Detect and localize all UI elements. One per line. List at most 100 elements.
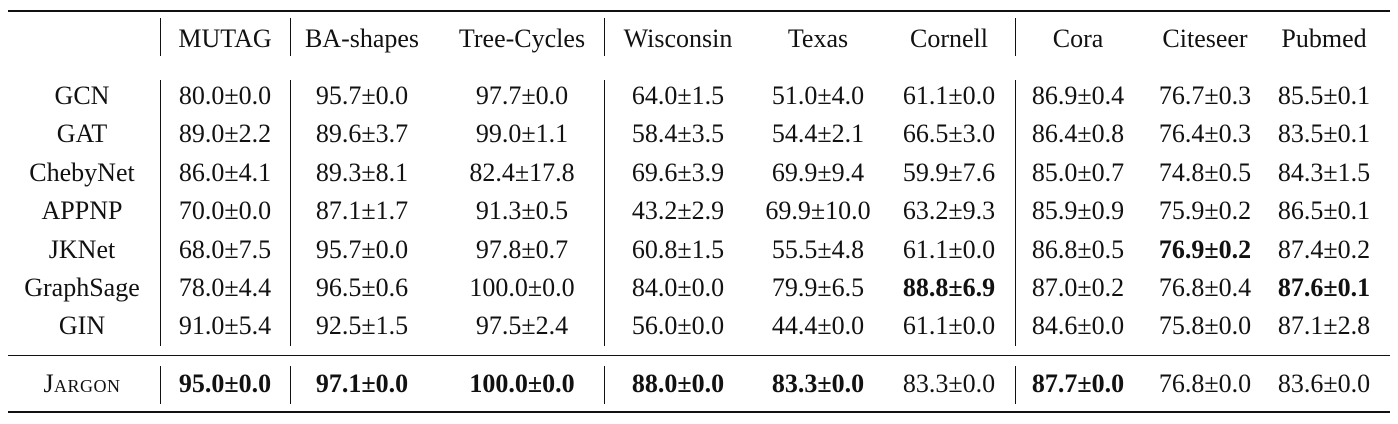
column-header: Pubmed xyxy=(1281,24,1367,53)
table-cell: 75.9±0.2 xyxy=(1158,196,1252,226)
vertical-divider xyxy=(290,80,292,346)
table-cell: 89.3±8.1 xyxy=(315,157,409,187)
bottom-rule xyxy=(8,411,1390,414)
table-cell: 87.0±0.2 xyxy=(1031,273,1125,302)
table-cell: 86.5±0.1 xyxy=(1277,196,1371,226)
table-cell: 59.9±7.6 xyxy=(902,157,996,187)
column-header: Citeseer xyxy=(1162,24,1248,53)
column-header: Wisconsin xyxy=(623,24,733,53)
table-cell: 44.4±0.0 xyxy=(771,311,865,341)
table-cell: 91.3±0.5 xyxy=(475,196,569,226)
column-header: Cora xyxy=(1052,24,1104,53)
table-cell: 54.4±2.1 xyxy=(771,119,865,149)
table-cell: 100.0±0.0 xyxy=(469,273,575,302)
column-header: BA-shapes xyxy=(304,24,420,53)
table-cell: 83.6±0.0 xyxy=(1277,369,1371,398)
table-cell: 80.0±0.0 xyxy=(178,81,272,110)
table-cell: 97.8±0.7 xyxy=(475,234,569,264)
table-cell: 85.0±0.7 xyxy=(1031,157,1125,187)
table-cell: 87.6±0.1 xyxy=(1277,273,1371,302)
column-header: Tree-Cycles xyxy=(458,24,586,53)
table-cell: 74.8±0.5 xyxy=(1158,157,1252,187)
table-cell: 82.4±17.8 xyxy=(469,157,575,187)
table-cell: 69.9±10.0 xyxy=(765,196,871,226)
vertical-divider xyxy=(290,18,292,56)
table-cell: 76.9±0.2 xyxy=(1158,234,1252,264)
vertical-divider xyxy=(604,18,606,56)
table-cell: 60.8±1.5 xyxy=(631,234,725,264)
table-cell: 91.0±5.4 xyxy=(178,311,272,341)
vertical-divider xyxy=(160,18,162,56)
table-cell: 95.0±0.0 xyxy=(178,369,272,398)
table-cell: 86.0±4.1 xyxy=(178,157,272,187)
row-label: ChebyNet xyxy=(29,157,135,187)
table-cell: 89.0±2.2 xyxy=(178,119,272,149)
table-cell: 96.5±0.6 xyxy=(315,273,409,302)
table-cell: 70.0±0.0 xyxy=(178,196,272,226)
vertical-divider xyxy=(160,80,162,346)
table-cell: 97.1±0.0 xyxy=(315,369,409,398)
table-cell: 69.9±9.4 xyxy=(771,157,865,187)
table-cell: 97.5±2.4 xyxy=(475,311,569,341)
table-cell: 89.6±3.7 xyxy=(315,119,409,149)
table-cell: 51.0±4.0 xyxy=(771,81,865,110)
table-cell: 87.1±1.7 xyxy=(315,196,409,226)
table-cell: 78.0±4.4 xyxy=(178,273,272,302)
table-cell: 86.9±0.4 xyxy=(1031,81,1125,110)
table-cell: 97.7±0.0 xyxy=(475,81,569,110)
table-cell: 88.0±0.0 xyxy=(631,369,725,398)
vertical-divider xyxy=(1015,18,1017,56)
table-cell: 86.8±0.5 xyxy=(1031,234,1125,264)
top-rule xyxy=(8,10,1390,13)
table-cell: 79.9±6.5 xyxy=(771,273,865,302)
table-cell: 55.5±4.8 xyxy=(771,234,865,264)
column-header: Cornell xyxy=(910,24,988,53)
row-label: GraphSage xyxy=(24,273,140,302)
row-label: APPNP xyxy=(41,196,123,226)
vertical-divider xyxy=(1015,80,1017,346)
row-label: Jargon xyxy=(43,369,121,398)
table-cell: 100.0±0.0 xyxy=(469,369,575,398)
vertical-divider xyxy=(1015,366,1017,404)
table-cell: 56.0±0.0 xyxy=(631,311,725,341)
column-header: MUTAG xyxy=(178,24,272,53)
table-cell: 64.0±1.5 xyxy=(631,81,725,110)
table-cell: 95.7±0.0 xyxy=(315,81,409,110)
table-cell: 63.2±9.3 xyxy=(902,196,996,226)
row-label: GAT xyxy=(56,119,108,149)
table-cell: 92.5±1.5 xyxy=(315,311,409,341)
table-cell: 87.1±2.8 xyxy=(1277,311,1371,341)
table-cell: 76.8±0.0 xyxy=(1158,369,1252,398)
row-label: GIN xyxy=(58,311,106,341)
table-cell: 84.0±0.0 xyxy=(631,273,725,302)
table-cell: 76.7±0.3 xyxy=(1158,81,1252,110)
table-cell: 85.5±0.1 xyxy=(1277,81,1371,110)
table-cell: 83.5±0.1 xyxy=(1277,119,1371,149)
table-cell: 61.1±0.0 xyxy=(902,81,996,110)
vertical-divider xyxy=(290,366,292,404)
table-cell: 86.4±0.8 xyxy=(1031,119,1125,149)
table-cell: 58.4±3.5 xyxy=(631,119,725,149)
table-cell: 83.3±0.0 xyxy=(902,369,996,398)
table-cell: 95.7±0.0 xyxy=(315,234,409,264)
row-label: GCN xyxy=(54,81,110,110)
table-cell: 87.7±0.0 xyxy=(1031,369,1125,398)
table-cell: 88.8±6.9 xyxy=(902,273,996,302)
table-cell: 61.1±0.0 xyxy=(902,311,996,341)
table-cell: 76.8±0.4 xyxy=(1158,273,1252,302)
table-cell: 68.0±7.5 xyxy=(178,234,272,264)
table-cell: 76.4±0.3 xyxy=(1158,119,1252,149)
table-cell: 66.5±3.0 xyxy=(902,119,996,149)
table-cell: 61.1±0.0 xyxy=(902,234,996,264)
table-cell: 83.3±0.0 xyxy=(771,369,865,398)
table-cell: 99.0±1.1 xyxy=(475,119,569,149)
table-cell: 84.6±0.0 xyxy=(1031,311,1125,341)
table-cell: 43.2±2.9 xyxy=(631,196,725,226)
table-cell: 69.6±3.9 xyxy=(631,157,725,187)
table-cell: 87.4±0.2 xyxy=(1277,234,1371,264)
table-cell: 84.3±1.5 xyxy=(1277,157,1371,187)
table-cell: 75.8±0.0 xyxy=(1158,311,1252,341)
vertical-divider xyxy=(160,366,162,404)
vertical-divider xyxy=(604,366,606,404)
mid-rule xyxy=(8,355,1390,357)
